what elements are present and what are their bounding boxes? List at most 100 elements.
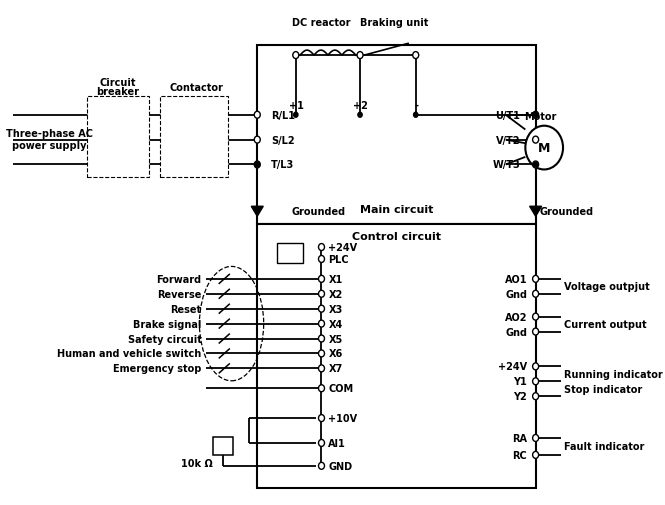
Text: Grounded: Grounded [540, 207, 594, 217]
Circle shape [533, 363, 539, 370]
Text: Grounded: Grounded [291, 207, 346, 217]
Text: GND: GND [329, 461, 352, 471]
Text: Gnd: Gnd [505, 289, 527, 299]
Text: +2: +2 [354, 100, 368, 111]
Circle shape [358, 113, 362, 118]
Text: M: M [538, 142, 551, 155]
Circle shape [533, 435, 539, 441]
Text: AI1: AI1 [329, 438, 346, 448]
Bar [87, 96, 150, 178]
Text: Y1: Y1 [513, 377, 527, 386]
Text: PLC: PLC [329, 255, 349, 265]
Circle shape [533, 393, 539, 400]
Text: Voltage outpjut: Voltage outpjut [564, 282, 650, 292]
Text: T/L3: T/L3 [271, 160, 294, 170]
Text: X1: X1 [329, 274, 342, 284]
Text: Braking unit: Braking unit [360, 18, 428, 28]
Text: Stop indicator: Stop indicator [564, 384, 642, 394]
Text: RC: RC [512, 450, 527, 460]
Text: Current output: Current output [564, 320, 646, 329]
Circle shape [319, 256, 325, 263]
Circle shape [319, 365, 325, 372]
Text: Emergency stop: Emergency stop [113, 364, 201, 374]
Circle shape [533, 314, 539, 321]
Circle shape [533, 162, 539, 169]
Circle shape [255, 163, 259, 168]
Circle shape [413, 53, 419, 60]
Bar [160, 96, 228, 178]
Text: Control circuit: Control circuit [352, 232, 441, 241]
Circle shape [319, 276, 325, 283]
Circle shape [319, 306, 325, 313]
Circle shape [254, 137, 260, 144]
Text: S/L2: S/L2 [271, 135, 295, 145]
Text: X5: X5 [329, 334, 342, 344]
Circle shape [533, 276, 539, 283]
Text: U/T1: U/T1 [495, 111, 520, 121]
Circle shape [319, 463, 325, 469]
Text: AO2: AO2 [505, 312, 527, 322]
Text: power supply: power supply [12, 140, 86, 150]
Circle shape [319, 439, 325, 446]
Text: -: - [414, 100, 418, 111]
Circle shape [533, 378, 539, 385]
Circle shape [533, 328, 539, 335]
Text: X4: X4 [329, 319, 342, 329]
Text: +10V: +10V [329, 413, 358, 423]
Text: Brake signal: Brake signal [133, 319, 201, 329]
Polygon shape [529, 207, 541, 217]
Text: COM: COM [329, 383, 354, 393]
Text: R/L1: R/L1 [271, 111, 295, 121]
Circle shape [293, 53, 299, 60]
Circle shape [319, 335, 325, 342]
Bar [213, 437, 233, 455]
Circle shape [533, 137, 539, 144]
Text: X7: X7 [329, 364, 342, 374]
Text: AO1: AO1 [505, 274, 527, 284]
Circle shape [533, 291, 539, 297]
Text: Main circuit: Main circuit [360, 205, 433, 215]
Text: +24V: +24V [329, 242, 358, 252]
Text: W/T3: W/T3 [493, 160, 520, 170]
Text: RA: RA [512, 433, 527, 443]
Text: X6: X6 [329, 349, 342, 359]
Circle shape [414, 113, 418, 118]
Circle shape [254, 112, 260, 119]
Circle shape [525, 126, 563, 170]
Text: Running indicator: Running indicator [564, 370, 662, 380]
Circle shape [319, 350, 325, 357]
Circle shape [533, 163, 538, 168]
Polygon shape [251, 207, 263, 217]
Text: DC reactor: DC reactor [292, 18, 350, 28]
Circle shape [319, 415, 325, 422]
Circle shape [533, 112, 539, 119]
Text: +1: +1 [289, 100, 304, 111]
Text: V/T2: V/T2 [495, 135, 520, 145]
Text: Circuit: Circuit [100, 78, 136, 88]
Circle shape [254, 162, 260, 169]
Text: Three-phase AC: Three-phase AC [5, 128, 92, 138]
Text: X2: X2 [329, 289, 342, 299]
Circle shape [533, 451, 539, 459]
Circle shape [533, 113, 538, 118]
Bar [277, 243, 303, 264]
Circle shape [319, 385, 325, 392]
Text: Reset: Reset [170, 304, 201, 314]
Text: breaker: breaker [96, 87, 140, 96]
Bar [257, 225, 535, 488]
Circle shape [319, 321, 325, 327]
Text: Contactor: Contactor [169, 83, 223, 93]
Text: Y2: Y2 [513, 391, 527, 401]
Text: Fault indicator: Fault indicator [564, 441, 644, 451]
Text: Reverse: Reverse [157, 289, 201, 299]
Circle shape [319, 291, 325, 297]
Text: Gnd: Gnd [505, 327, 527, 337]
Circle shape [357, 53, 363, 60]
Circle shape [294, 113, 298, 118]
Bar [257, 46, 535, 225]
Text: X3: X3 [329, 304, 342, 314]
Circle shape [319, 244, 325, 251]
Text: Safety circuit: Safety circuit [128, 334, 201, 344]
Text: Human and vehicle switch: Human and vehicle switch [57, 349, 201, 359]
Text: 10k Ω: 10k Ω [182, 458, 213, 468]
